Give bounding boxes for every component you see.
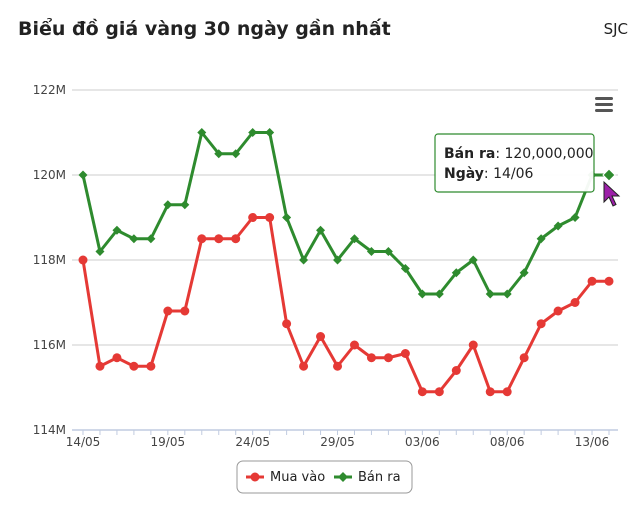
data-point-buy [248, 213, 258, 222]
data-point-sell [451, 268, 461, 278]
chart-legend: Mua vào Bán ra [236, 460, 413, 494]
chart-grid [72, 89, 618, 346]
tooltip-value-2: 14/06 [493, 166, 533, 182]
data-point-buy [502, 387, 512, 397]
data-point-sell [349, 234, 359, 244]
legend-label-buy: Mua vào [270, 470, 325, 485]
data-point-buy [570, 298, 580, 307]
page-title: Biểu đồ giá vàng 30 ngày gần nhất [18, 18, 391, 40]
data-point-sell [112, 225, 122, 235]
data-point-buy [451, 366, 461, 375]
tooltip-label-1: Bán ra [444, 146, 495, 162]
data-point-sell [95, 247, 105, 256]
data-point-buy [197, 234, 207, 244]
data-point-sell [163, 200, 173, 210]
tooltip: Bán ra: 120,000,000 Ngày: 14/06 [434, 133, 595, 193]
data-point-buy [163, 306, 173, 316]
chart-axes: 114M 116M 118M 120M 122M 14/05 19/05 24/05 29/05… [33, 83, 618, 449]
x-tick-label: 24/05 [235, 435, 270, 449]
data-point-buy [485, 387, 495, 397]
x-tick-label: 03/06 [405, 435, 440, 449]
hamburger-menu-icon[interactable] [594, 96, 614, 114]
data-point-sell [214, 149, 224, 159]
y-tick-label: 122M [33, 83, 66, 97]
data-point-sell [146, 234, 156, 244]
data-point-sell [417, 289, 427, 299]
mouse-cursor-icon [603, 180, 621, 207]
data-point-buy [604, 276, 614, 286]
data-point-sell [129, 234, 139, 244]
data-point-sell [366, 247, 376, 256]
chart-series [78, 128, 616, 397]
x-tick-label: 19/05 [151, 435, 186, 449]
data-point-buy [468, 340, 478, 350]
data-point-sell [536, 234, 546, 244]
data-point-buy [349, 340, 359, 350]
data-point-buy [383, 353, 393, 363]
x-tick-label: 14/05 [66, 435, 101, 449]
data-point-buy [282, 319, 292, 329]
data-point-sell [180, 200, 190, 210]
data-point-buy [129, 361, 139, 371]
data-point-buy [366, 353, 376, 363]
data-point-buy [146, 361, 156, 371]
data-point-sell [282, 213, 292, 222]
data-point-sell [468, 255, 478, 265]
data-point-sell [553, 221, 563, 231]
legend-item-buy[interactable]: Mua vào [246, 470, 325, 485]
data-point-buy [316, 332, 326, 341]
tooltip-label-2: Ngày [444, 166, 484, 182]
data-point-sell [248, 128, 258, 137]
data-point-sell [316, 225, 326, 235]
data-point-sell [231, 149, 241, 159]
brand-label: SJC [603, 20, 628, 38]
data-point-buy [214, 234, 224, 244]
data-point-buy [536, 319, 546, 329]
svg-text:Bán ra: 120,000,000: Bán ra: 120,000,000 [444, 146, 594, 162]
data-point-sell [333, 255, 343, 265]
data-point-sell [602, 168, 616, 182]
data-point-buy [417, 387, 427, 397]
data-point-buy [180, 306, 190, 316]
data-point-buy [587, 276, 597, 286]
data-point-sell [434, 289, 444, 299]
svg-text:Ngày: 14/06: Ngày: 14/06 [444, 166, 534, 182]
data-point-buy [400, 349, 410, 358]
x-tick-label: 13/06 [575, 435, 610, 449]
series-line-buy [81, 216, 609, 394]
y-tick-label: 116M [33, 338, 66, 352]
data-point-buy [265, 213, 275, 222]
data-point-buy [95, 361, 105, 371]
data-point-sell [502, 289, 512, 299]
y-tick-label: 120M [33, 168, 66, 182]
y-tick-label: 114M [33, 423, 66, 437]
data-point-buy [434, 387, 444, 397]
data-point-sell [570, 213, 580, 222]
data-point-sell [485, 289, 495, 299]
data-point-sell [265, 128, 275, 137]
data-point-buy [231, 234, 241, 244]
data-point-sell [197, 128, 207, 137]
data-point-sell [400, 264, 410, 273]
data-point-sell [78, 170, 88, 180]
x-tick-label: 08/06 [490, 435, 525, 449]
legend-item-sell[interactable]: Bán ra [334, 470, 401, 485]
y-tick-label: 118M [33, 253, 66, 267]
data-point-sell [299, 255, 309, 265]
data-point-buy [112, 353, 122, 363]
legend-label-sell: Bán ra [358, 470, 401, 485]
data-point-sell [383, 247, 393, 256]
data-point-buy [519, 353, 529, 363]
data-point-buy [553, 306, 563, 316]
data-point-buy [78, 255, 88, 265]
x-tick-label: 29/05 [320, 435, 355, 449]
data-point-sell [519, 268, 529, 278]
tooltip-value-1: 120,000,000 [504, 146, 593, 162]
data-point-buy [299, 361, 309, 371]
data-point-buy [333, 361, 343, 371]
